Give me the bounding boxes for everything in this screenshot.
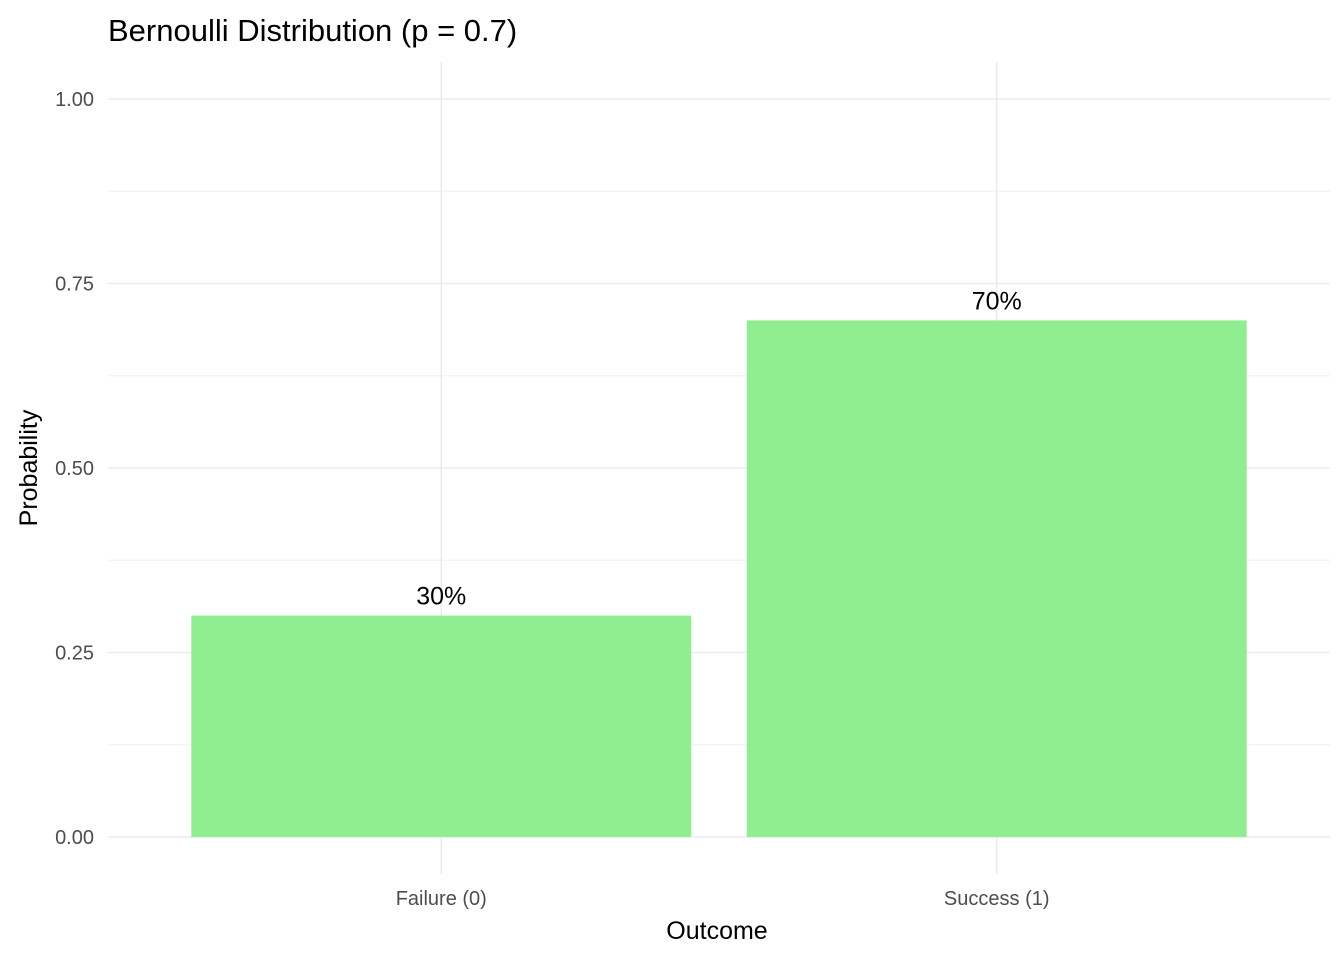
bar [746,320,1247,837]
y-tick-label: 0.25 [55,643,94,665]
y-axis-ticks: 0.00 0.25 0.50 0.75 1.00 [55,89,94,849]
x-axis-title: Outcome [666,917,767,945]
chart-title: Bernoulli Distribution (p = 0.7) [108,13,517,48]
x-tick-label: Success (1) [944,888,1050,910]
y-tick-label: 1.00 [55,89,94,111]
y-tick-label: 0.75 [55,274,94,296]
bar-value-label: 30% [416,583,466,611]
x-tick-label: Failure (0) [396,888,487,910]
bars [191,320,1247,837]
data-labels: 30% 70% [416,287,1022,610]
y-tick-label: 0.00 [55,827,94,849]
y-axis-title: Probability [15,409,43,526]
bar [191,615,692,837]
bar-value-label: 70% [972,287,1022,315]
y-tick-label: 0.50 [55,458,94,480]
x-axis-ticks: Failure (0) Success (1) [396,888,1050,910]
